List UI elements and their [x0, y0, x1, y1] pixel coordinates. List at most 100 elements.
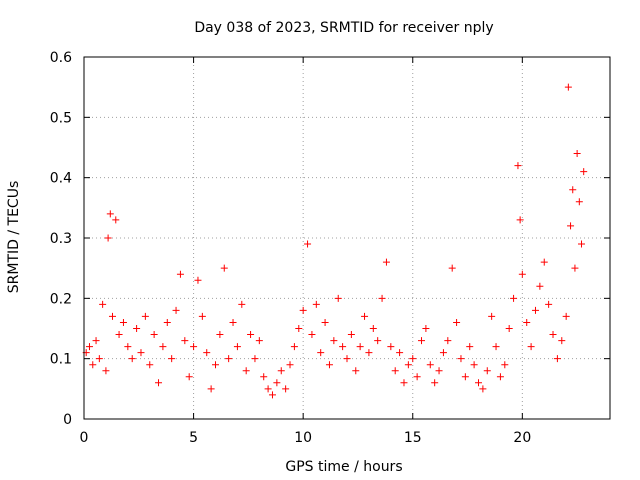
data-point	[238, 300, 246, 308]
data-point	[571, 264, 579, 272]
data-point	[573, 150, 581, 158]
data-point	[282, 385, 290, 393]
tick-labels-layer: 0 5 10 15 20 0 0.1 0.2 0.3 0.4 0.5 0.6	[50, 50, 532, 446]
data-point	[104, 234, 112, 242]
data-point	[334, 294, 342, 302]
data-point	[505, 325, 513, 332]
data-point	[413, 373, 421, 381]
data-point	[172, 306, 180, 314]
data-point	[255, 337, 263, 345]
data-point	[431, 379, 439, 387]
data-point	[479, 385, 487, 393]
data-point	[133, 325, 141, 332]
data-point	[523, 318, 531, 326]
data-point	[453, 318, 461, 326]
y-tick-label: 0.6	[50, 50, 72, 66]
data-point	[106, 210, 114, 218]
data-point	[378, 294, 386, 302]
data-point	[163, 318, 171, 326]
data-point	[409, 355, 417, 363]
data-point	[150, 331, 158, 339]
data-point	[190, 343, 198, 351]
data-point	[488, 312, 496, 320]
data-point	[435, 367, 443, 375]
data-point	[242, 367, 250, 375]
x-tick-label: 20	[513, 430, 531, 446]
data-point	[553, 355, 561, 363]
data-point	[461, 373, 469, 381]
x-tick-label: 0	[80, 430, 89, 446]
grid-layer	[84, 57, 610, 419]
data-point	[317, 349, 325, 357]
data-point	[580, 168, 588, 176]
data-point	[168, 355, 176, 363]
data-point	[496, 373, 504, 381]
chart-title: Day 038 of 2023, SRMTID for receiver npl…	[194, 20, 493, 36]
data-point	[457, 355, 465, 363]
data-point	[361, 312, 369, 320]
data-point	[108, 312, 116, 320]
data-point	[159, 343, 167, 351]
data-point	[470, 361, 478, 369]
data-point	[194, 276, 202, 284]
data-point	[115, 331, 123, 339]
y-tick-label: 0.5	[50, 110, 72, 126]
data-point	[391, 367, 399, 375]
data-point	[369, 325, 377, 332]
data-point	[545, 300, 553, 308]
data-point	[268, 391, 276, 399]
data-point	[102, 367, 110, 375]
data-point	[308, 331, 316, 339]
data-point	[198, 312, 206, 320]
data-point	[304, 240, 312, 248]
data-point	[483, 367, 491, 375]
data-point	[418, 337, 426, 345]
data-point	[475, 379, 482, 387]
data-point	[564, 83, 572, 91]
data-point	[562, 312, 570, 320]
data-point	[404, 361, 412, 369]
data-point	[518, 270, 526, 278]
data-point	[558, 337, 566, 345]
data-point	[492, 343, 500, 351]
data-point	[325, 361, 333, 369]
y-tick-label: 0	[63, 412, 72, 428]
data-point	[146, 361, 154, 369]
data-point	[216, 331, 224, 339]
data-point	[128, 355, 136, 363]
data-point	[536, 282, 544, 290]
data-points-layer	[82, 83, 588, 399]
data-point	[286, 361, 294, 369]
data-point	[339, 343, 347, 351]
data-point	[141, 312, 149, 320]
data-point	[225, 355, 233, 363]
data-point	[277, 367, 285, 375]
data-point	[212, 361, 219, 369]
x-tick-label: 5	[189, 430, 198, 446]
data-point	[540, 258, 548, 266]
data-point	[207, 385, 215, 393]
data-point	[439, 349, 447, 357]
data-point	[448, 264, 456, 272]
data-point	[396, 349, 404, 357]
data-point	[95, 355, 103, 363]
data-point	[119, 318, 127, 326]
y-tick-label: 0.4	[50, 171, 72, 187]
data-point	[290, 343, 298, 351]
data-point	[426, 361, 434, 369]
data-point	[343, 355, 351, 363]
y-tick-label: 0.3	[50, 231, 72, 247]
data-point	[352, 367, 360, 375]
data-point	[321, 318, 329, 326]
data-point	[516, 216, 524, 224]
data-point	[382, 258, 390, 266]
data-point	[264, 385, 272, 393]
data-point	[247, 331, 255, 339]
data-point	[251, 355, 259, 363]
axes-layer	[83, 56, 611, 420]
data-point	[112, 216, 120, 224]
data-point	[466, 343, 474, 351]
data-point	[549, 331, 557, 339]
